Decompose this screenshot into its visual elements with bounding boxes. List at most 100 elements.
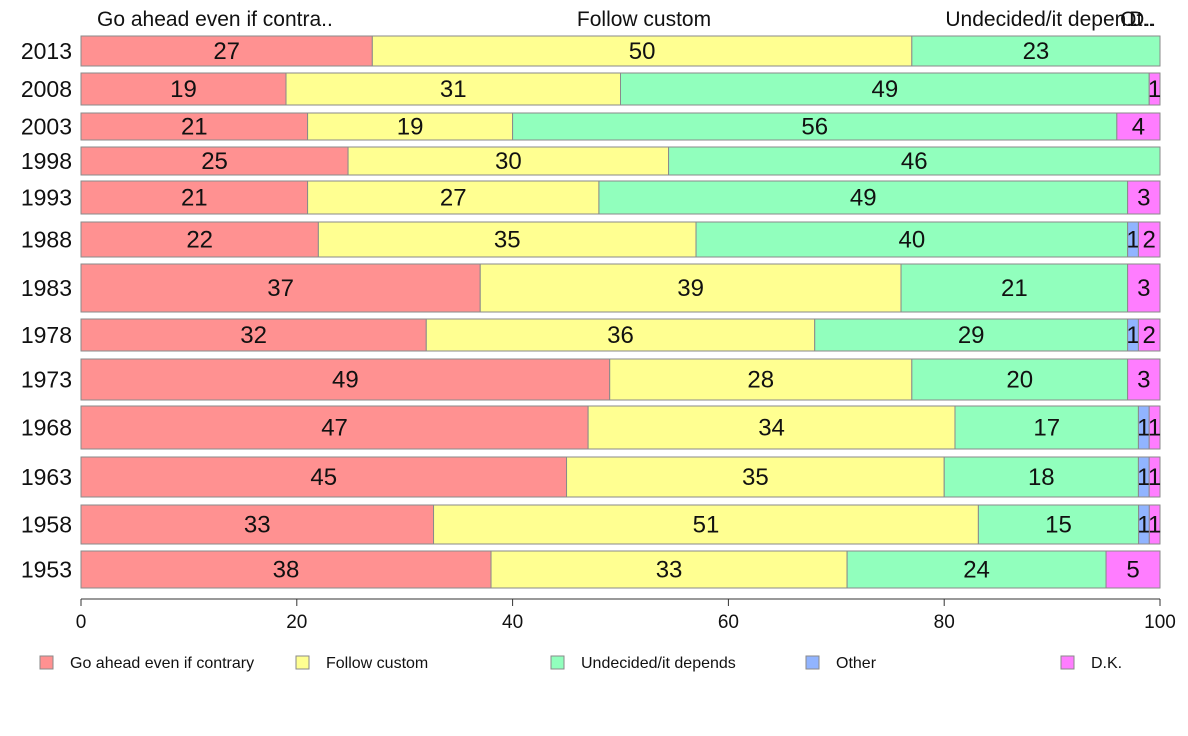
bar-row: 1978 32 36 29 1 2 bbox=[21, 318, 1161, 352]
data-label: 1 bbox=[1137, 464, 1150, 491]
row-label: 1963 bbox=[21, 464, 72, 490]
legend-item: Other bbox=[805, 655, 877, 672]
data-label: 40 bbox=[898, 227, 925, 254]
row-label: 1998 bbox=[21, 148, 72, 174]
bar-segment bbox=[80, 146, 349, 176]
bar-segment bbox=[490, 550, 848, 589]
data-label: 24 bbox=[963, 557, 990, 584]
bar-segment bbox=[80, 405, 589, 450]
data-label: 27 bbox=[213, 38, 240, 65]
bar-segment bbox=[1148, 504, 1161, 545]
bar-segment bbox=[479, 263, 902, 313]
legend-item: Go ahead even if contrary bbox=[39, 655, 254, 672]
bar-segment bbox=[317, 221, 697, 258]
column-header: Undecided/it depen.. bbox=[945, 8, 1138, 31]
data-label: 45 bbox=[310, 464, 337, 491]
x-tick-label: 0 bbox=[76, 612, 87, 633]
bar-row: 1988 22 35 40 1 2 bbox=[21, 221, 1161, 258]
bar-segment bbox=[1105, 550, 1161, 589]
bar-segment bbox=[80, 112, 309, 141]
data-label: 4 bbox=[1132, 114, 1145, 141]
bar-segment bbox=[80, 221, 319, 258]
bar-row: 1953 38 33 24 5 bbox=[21, 550, 1161, 589]
row-label: 2003 bbox=[21, 114, 72, 140]
data-label: 39 bbox=[677, 275, 704, 302]
data-label: 2 bbox=[1143, 322, 1156, 349]
data-label: 3 bbox=[1137, 275, 1150, 302]
bar-row: 1968 47 34 17 11 bbox=[21, 405, 1161, 450]
data-label: 3 bbox=[1137, 185, 1150, 212]
bar-row: 2008 19 31 49 1 bbox=[21, 72, 1161, 106]
data-label: 50 bbox=[629, 38, 656, 65]
bar-segment bbox=[1127, 263, 1161, 313]
data-label: 49 bbox=[850, 185, 877, 212]
bar-segment bbox=[347, 146, 670, 176]
bar-segment bbox=[80, 180, 309, 215]
bar-segment bbox=[1116, 112, 1161, 141]
data-label: 19 bbox=[397, 114, 424, 141]
bar-row: 2003 21 19 56 4 bbox=[21, 112, 1161, 141]
data-label: 3 bbox=[1137, 367, 1150, 394]
x-axis: 0 20 40 60 80 100 bbox=[76, 598, 1176, 633]
data-label: 35 bbox=[742, 464, 769, 491]
x-tick-label: 100 bbox=[1144, 612, 1176, 633]
bar-segment bbox=[80, 263, 481, 313]
data-label: 32 bbox=[240, 322, 267, 349]
column-header: Ot.. bbox=[1120, 8, 1154, 31]
legend-label: Other bbox=[836, 655, 877, 672]
data-label: 1 bbox=[1126, 322, 1139, 349]
legend-swatch bbox=[295, 655, 310, 670]
bar-row: 1983 37 39 21 3 bbox=[21, 263, 1161, 313]
data-label: 18 bbox=[1028, 464, 1055, 491]
data-label: 23 bbox=[1023, 38, 1050, 65]
row-label: 1993 bbox=[21, 185, 72, 211]
bar-segment bbox=[1127, 180, 1161, 215]
row-label: 1968 bbox=[21, 415, 72, 441]
bar-segment bbox=[80, 358, 611, 401]
column-header: Follow custom bbox=[577, 8, 711, 31]
data-label: 35 bbox=[494, 227, 521, 254]
bar-segment bbox=[371, 35, 913, 67]
data-label: 2 bbox=[1143, 227, 1156, 254]
data-label: 46 bbox=[901, 148, 928, 175]
data-label: 1 bbox=[1148, 512, 1161, 539]
data-label: 47 bbox=[321, 415, 348, 442]
bar-segment bbox=[80, 550, 492, 589]
row-label: 2013 bbox=[21, 38, 72, 64]
bar-segment bbox=[1148, 72, 1161, 106]
x-tick-label: 60 bbox=[718, 612, 739, 633]
data-label: 31 bbox=[440, 76, 467, 103]
bar-segment bbox=[80, 318, 427, 352]
legend-swatch bbox=[39, 655, 54, 670]
bar-segment bbox=[911, 35, 1161, 67]
data-label: 28 bbox=[747, 367, 774, 394]
bar-segment bbox=[943, 456, 1139, 498]
data-label: 1 bbox=[1126, 227, 1139, 254]
legend-label: Follow custom bbox=[326, 655, 428, 672]
legend-item: Undecided/it depends bbox=[550, 655, 736, 672]
data-label: 17 bbox=[1033, 415, 1060, 442]
data-label: 51 bbox=[693, 512, 720, 539]
bar-segment bbox=[1127, 358, 1161, 401]
x-tick-label: 80 bbox=[934, 612, 955, 633]
bar-row: 1963 45 35 18 11 bbox=[21, 456, 1161, 498]
bar-segment bbox=[285, 72, 621, 106]
bar-row: 2013 27 50 23 bbox=[21, 35, 1161, 67]
data-label: 21 bbox=[181, 114, 208, 141]
bar-segment bbox=[911, 358, 1129, 401]
data-label: 5 bbox=[1126, 557, 1139, 584]
bar-segment bbox=[1137, 318, 1161, 352]
data-label: 21 bbox=[181, 185, 208, 212]
data-label: 30 bbox=[495, 148, 522, 175]
data-label: 21 bbox=[1001, 275, 1028, 302]
bar-segment bbox=[307, 180, 600, 215]
data-label: 1 bbox=[1137, 415, 1150, 442]
legend-swatch bbox=[1060, 655, 1075, 670]
bar-segment bbox=[954, 405, 1139, 450]
row-label: 1978 bbox=[21, 322, 72, 348]
legend-label: D.K. bbox=[1091, 655, 1122, 672]
x-tick-label: 20 bbox=[286, 612, 307, 633]
row-label: 1983 bbox=[21, 275, 72, 301]
row-label: 1953 bbox=[21, 557, 72, 583]
